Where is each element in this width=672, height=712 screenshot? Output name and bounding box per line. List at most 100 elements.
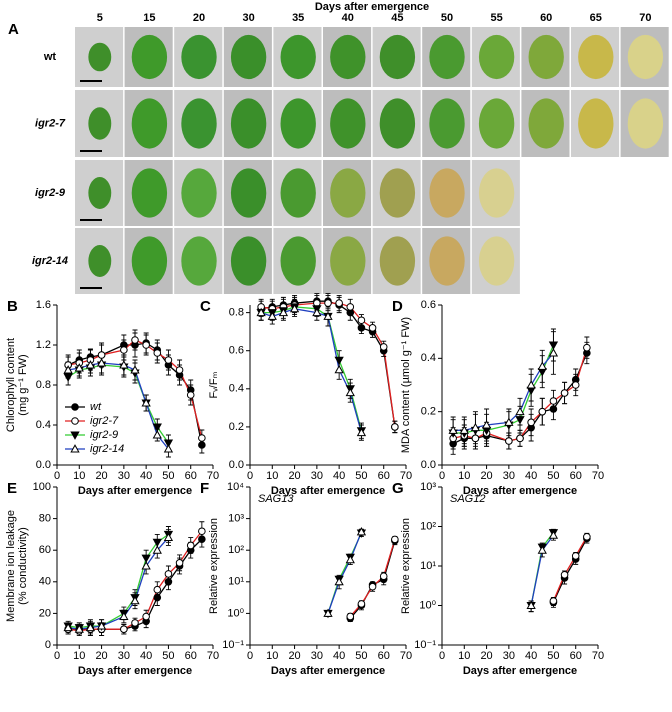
data-point [346,612,355,621]
x-tick-label: 10 [73,470,85,482]
leaf [230,34,267,80]
series-line [552,536,588,602]
x-axis-label: Days after emergence [78,665,192,677]
data-point [481,420,492,429]
x-tick-label: 20 [480,650,492,662]
data-point [142,341,150,349]
leaf [429,236,465,286]
x-tick-label: 50 [547,650,559,662]
x-tick-label: 10 [266,650,278,662]
y-axis-label: MDA content (µmol g⁻¹ FW) [400,317,412,453]
data-point [74,363,84,372]
y-tick-label: 10¹ [228,576,244,588]
leaf [131,236,168,286]
data-point [560,570,569,579]
y-axis-label: Chlorophyll content [5,338,17,432]
y-tick-label: 0.6 [421,299,436,311]
y-tick-label: 0.0 [421,459,436,471]
data-point [120,346,128,354]
x-tick-label: 40 [333,650,345,662]
y-tick-label: 1.6 [36,299,51,311]
leaf-photos: 5 15 20 30 35 40 45 50 55 60 65 70 wt igr2-7 igr2-9 igr… [32,12,669,294]
x-tick-label: 60 [378,650,390,662]
leaf [330,236,366,286]
y-axis-label: (mg g⁻¹ FW) [17,354,29,415]
leaf [280,98,316,149]
y-axis-label: Relative expression [400,518,412,614]
x-tick-label: 50 [162,470,174,482]
data-point [448,425,458,434]
series-line [260,308,363,433]
y-tick-label: 0.0 [229,459,244,471]
x-tick-label: 10 [458,650,470,662]
leaf [131,168,168,218]
panel-letter: F [200,480,209,497]
leaf [478,34,515,80]
data-point [515,416,525,425]
legend-marker [70,431,80,440]
data-point [85,360,96,369]
x-tick-label: 60 [185,650,197,662]
y-tick-label: 100 [33,481,51,493]
data-point [323,608,333,617]
data-point [152,545,162,554]
data-point [537,361,547,370]
panel-letter: E [7,480,17,497]
panel-a-title: Days after emergence [315,1,429,13]
series-line [453,352,554,431]
data-point [153,349,162,357]
data-point [504,417,514,426]
x-tick-label: 30 [503,470,515,482]
data-point [334,576,344,586]
y-tick-label: 10⁰ [227,607,244,619]
y-tick-label: 0.4 [421,352,436,364]
data-point [459,425,469,434]
data-point [175,559,184,567]
legend-label: wt [90,401,102,413]
day-label: 20 [193,12,205,24]
data-point [549,397,558,405]
data-point [198,535,206,543]
day-label: 55 [490,12,502,24]
x-tick-label: 30 [311,470,323,482]
y-tick-label: 0.2 [229,421,244,433]
x-tick-label: 50 [547,470,559,482]
data-point [164,570,173,578]
y-tick-label: 10³ [420,481,436,493]
x-tick-label: 70 [400,650,412,662]
gene-annotation: SAG12 [450,493,485,505]
data-point [368,324,377,332]
leaf [88,107,112,140]
x-tick-label: 20 [95,650,107,662]
leaf [578,98,614,149]
data-point [379,343,388,351]
leaf [627,98,664,149]
data-point [198,441,206,449]
y-tick-label: 80 [39,513,51,525]
data-point [163,444,174,453]
series-line [68,537,169,630]
genotype-label: igr2-7 [35,117,66,129]
data-point [131,336,139,344]
data-point [130,595,140,605]
day-label: 60 [540,12,552,24]
leaf [230,168,267,218]
data-point [548,530,559,539]
x-tick-label: 70 [400,470,412,482]
x-tick-label: 30 [311,650,323,662]
y-axis-label: (% conductivity) [17,527,29,605]
series-line [349,539,396,617]
day-label: 5 [97,12,103,24]
x-tick-label: 10 [266,470,278,482]
data-point [526,600,536,609]
leaf [379,236,416,286]
data-point [119,611,129,621]
series-line [453,344,555,434]
gene-annotation: SAG13 [258,493,294,505]
leaf [429,98,465,149]
data-point [345,387,355,397]
x-tick-label: 20 [288,650,300,662]
x-tick-label: 40 [525,470,537,482]
y-tick-label: 0.6 [229,345,244,357]
data-point [164,356,173,364]
